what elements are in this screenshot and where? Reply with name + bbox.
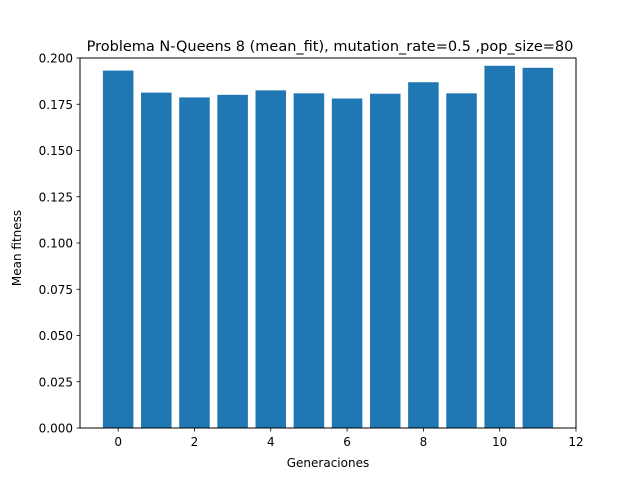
y-tick-label: 0.025 (39, 375, 73, 389)
bar-gen-1 (141, 92, 172, 428)
bar-gen-3 (217, 94, 248, 428)
x-tick-label: 0 (114, 435, 122, 449)
bar-gen-5 (293, 93, 325, 429)
y-axis-title: Mean fitness (10, 210, 24, 286)
bar-gen-9 (446, 93, 477, 429)
bar-gen-10 (484, 65, 515, 429)
y-tick-label: 0.100 (39, 237, 73, 251)
bars-layer (102, 65, 554, 429)
y-tick-label: 0.000 (39, 422, 73, 436)
y-tick-label: 0.125 (39, 190, 73, 204)
y-tick-label: 0.050 (39, 329, 73, 343)
x-axis-title: Generaciones (287, 456, 369, 470)
x-tick-label: 12 (568, 435, 583, 449)
bar-gen-4 (255, 90, 287, 428)
y-tick-label: 0.075 (39, 283, 73, 297)
axes-layer: 0 2 4 6 8 10 12 0.000 0.025 0.050 0.075 0.100 0.125 0… (39, 52, 584, 450)
x-tick-label: 2 (191, 435, 199, 449)
y-tick-label: 0.200 (39, 52, 73, 66)
chart-title: Problema N-Queens 8 (mean_fit), mutation… (87, 39, 574, 55)
y-tick-label: 0.175 (39, 98, 73, 112)
bar-gen-7 (369, 93, 401, 428)
bar-gen-0 (102, 70, 134, 428)
bar-gen-11 (522, 67, 554, 429)
x-tick-label: 10 (492, 435, 507, 449)
bar-gen-2 (179, 97, 210, 428)
x-tick-label: 8 (420, 435, 428, 449)
y-tick-label: 0.150 (39, 144, 73, 158)
bar-gen-8 (408, 82, 439, 429)
x-tick-label: 4 (267, 435, 275, 449)
bar-gen-6 (331, 98, 363, 428)
x-tick-label: 6 (343, 435, 351, 449)
